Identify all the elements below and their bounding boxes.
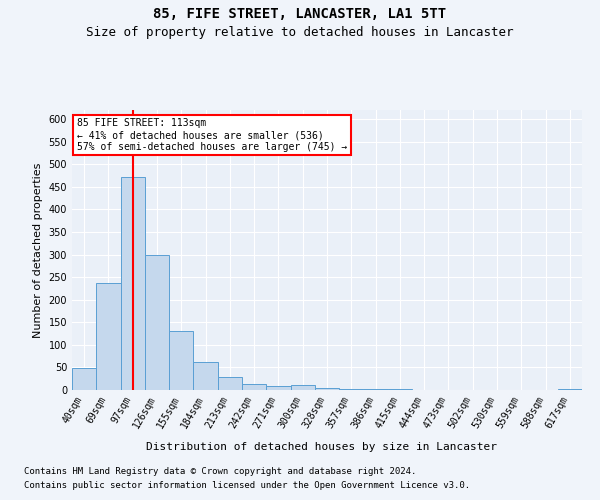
Bar — [218, 378, 242, 390]
Text: Contains public sector information licensed under the Open Government Licence v3: Contains public sector information licen… — [24, 481, 470, 490]
Bar — [315, 388, 339, 390]
Bar — [388, 389, 412, 390]
Text: 85, FIFE STREET, LANCASTER, LA1 5TT: 85, FIFE STREET, LANCASTER, LA1 5TT — [154, 8, 446, 22]
Y-axis label: Number of detached properties: Number of detached properties — [33, 162, 43, 338]
Text: 85 FIFE STREET: 113sqm
← 41% of detached houses are smaller (536)
57% of semi-de: 85 FIFE STREET: 113sqm ← 41% of detached… — [77, 118, 347, 152]
Bar — [121, 177, 145, 390]
Text: Contains HM Land Registry data © Crown copyright and database right 2024.: Contains HM Land Registry data © Crown c… — [24, 468, 416, 476]
Bar — [169, 332, 193, 390]
Bar — [242, 384, 266, 390]
Bar — [193, 362, 218, 390]
Bar — [96, 283, 121, 390]
Bar — [558, 389, 582, 390]
Bar — [364, 389, 388, 390]
Bar — [145, 256, 169, 390]
Text: Size of property relative to detached houses in Lancaster: Size of property relative to detached ho… — [86, 26, 514, 39]
Bar — [290, 386, 315, 390]
Bar — [339, 388, 364, 390]
Bar — [266, 386, 290, 390]
Bar — [72, 368, 96, 390]
Text: Distribution of detached houses by size in Lancaster: Distribution of detached houses by size … — [146, 442, 497, 452]
